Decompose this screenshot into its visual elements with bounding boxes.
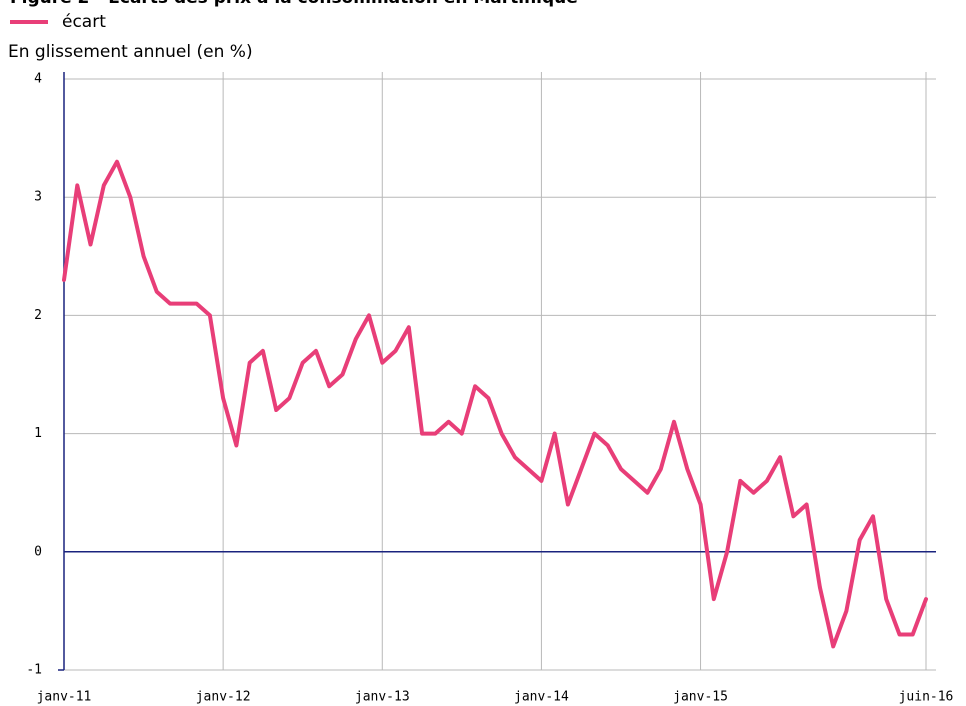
x-tick-label: janv-12 xyxy=(196,690,251,705)
y-tick-label: 2 xyxy=(34,308,42,323)
y-tick-label: 3 xyxy=(34,190,42,205)
y-tick-label: 0 xyxy=(34,544,42,559)
x-tick-label: juin-16 xyxy=(899,690,954,705)
y-tick-label: 4 xyxy=(34,72,42,87)
y-tick-label: -1 xyxy=(26,663,42,678)
x-tick-label: janv-15 xyxy=(673,690,728,705)
y-axis-label: En glissement annuel (en %) xyxy=(8,42,253,62)
chart-title: Figure 2 - Écarts des prix à la consomma… xyxy=(10,0,578,8)
x-tick-label: janv-13 xyxy=(355,690,410,705)
y-tick-label: 1 xyxy=(34,426,42,441)
x-tick-label: janv-11 xyxy=(37,690,92,705)
legend-label: écart xyxy=(62,12,106,32)
x-tick-label: janv-14 xyxy=(514,690,569,705)
series-line xyxy=(62,159,928,649)
